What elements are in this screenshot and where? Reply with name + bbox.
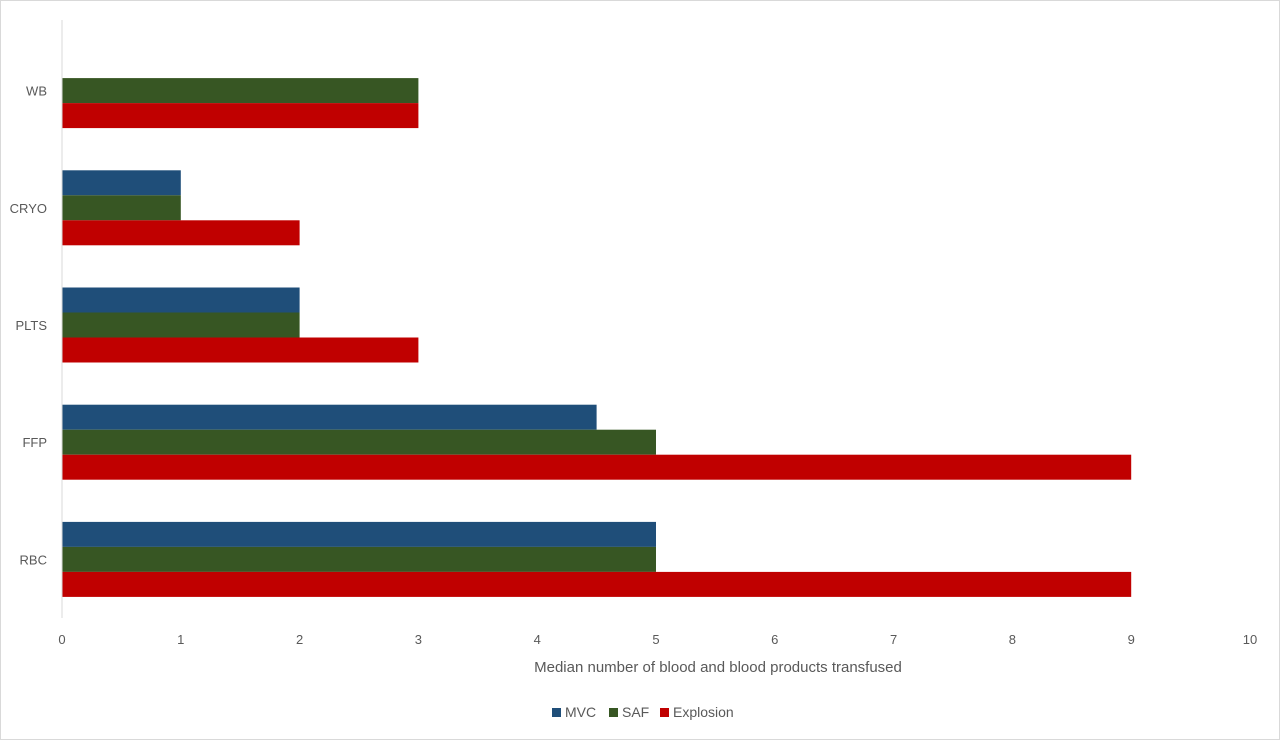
x-tick-label: 1 <box>177 632 184 647</box>
bar-cryo-mvc <box>62 170 181 196</box>
bar-cryo-saf <box>62 195 181 221</box>
x-tick-labels: 0 1 2 3 4 5 6 7 8 9 10 <box>58 632 1257 647</box>
legend: MVC SAF Explosion <box>552 704 734 720</box>
x-tick-label: 10 <box>1243 632 1257 647</box>
bar-wb-explosion <box>62 103 419 129</box>
legend-swatch-mvc <box>552 708 561 717</box>
bars-layer <box>62 78 1132 597</box>
x-tick-label: 3 <box>415 632 422 647</box>
category-label-rbc: RBC <box>20 552 47 567</box>
bar-ffp-saf <box>62 429 656 455</box>
category-label-ffp: FFP <box>22 435 47 450</box>
legend-label-saf: SAF <box>622 704 649 720</box>
category-label-plts: PLTS <box>15 318 47 333</box>
category-label-wb: WB <box>26 84 47 99</box>
bar-rbc-explosion <box>62 571 1132 597</box>
bar-ffp-explosion <box>62 454 1132 480</box>
category-labels: RBC FFP PLTS CRYO WB <box>10 84 48 568</box>
x-tick-label: 6 <box>771 632 778 647</box>
bar-plts-mvc <box>62 287 300 313</box>
x-axis-title: Median number of blood and blood product… <box>534 659 902 676</box>
bar-wb-saf <box>62 78 419 104</box>
legend-swatch-saf <box>609 708 618 717</box>
category-label-cryo: CRYO <box>10 201 47 216</box>
legend-label-mvc: MVC <box>565 704 596 720</box>
legend-label-explosion: Explosion <box>673 704 734 720</box>
bar-cryo-explosion <box>62 220 300 246</box>
x-tick-label: 0 <box>58 632 65 647</box>
bar-plts-saf <box>62 312 300 338</box>
legend-swatch-explosion <box>660 708 669 717</box>
bar-rbc-mvc <box>62 521 656 547</box>
x-tick-label: 8 <box>1009 632 1016 647</box>
bar-ffp-mvc <box>62 404 597 430</box>
bar-plts-explosion <box>62 337 419 363</box>
x-tick-label: 2 <box>296 632 303 647</box>
x-tick-label: 9 <box>1128 632 1135 647</box>
x-tick-label: 4 <box>534 632 541 647</box>
x-tick-label: 7 <box>890 632 897 647</box>
x-tick-label: 5 <box>652 632 659 647</box>
bar-rbc-saf <box>62 546 656 572</box>
